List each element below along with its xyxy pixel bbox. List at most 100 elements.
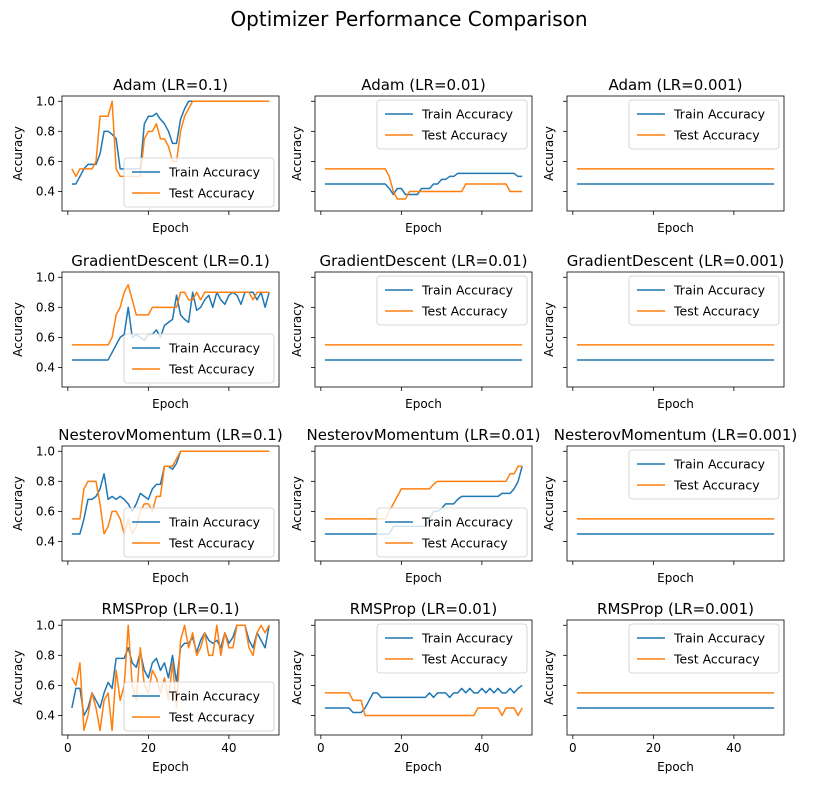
series-line-test <box>324 465 523 520</box>
subplot-title: NesterovMomentum (LR=0.1) <box>58 426 282 444</box>
subplot-title: GradientDescent (LR=0.01) <box>320 252 528 270</box>
y-tick-label: 0.8 <box>36 300 55 314</box>
plot-frame <box>566 445 785 562</box>
subplot-5: GradientDescent (LR=0.001) Epoch Accuracy T… <box>542 252 785 411</box>
legend-box <box>123 681 275 732</box>
legend-box <box>628 99 780 150</box>
series-line-train <box>324 172 523 196</box>
legend: Train Accuracy Test Accuracy <box>123 333 275 384</box>
series-line-test <box>324 168 523 200</box>
legend-label: Test Accuracy <box>168 362 255 377</box>
subplot-grid: Adam (LR=0.1) 0.4 0.6 0.8 1.0 Epoch Accuracy Tr… <box>11 76 797 774</box>
legend-label: Train Accuracy <box>673 107 766 122</box>
subplot-title: Adam (LR=0.1) <box>113 76 228 94</box>
series-line-test <box>71 450 270 535</box>
y-tick-label: 1.0 <box>36 618 55 632</box>
plot-frame <box>314 445 533 562</box>
subplot-11: RMSProp (LR=0.001) 0 20 40 Epoch Accuracy Trai… <box>542 600 785 774</box>
legend: Train Accuracy Test Accuracy <box>628 99 780 150</box>
y-tick-label: 0.8 <box>36 474 55 488</box>
legend: Train Accuracy Test Accuracy <box>628 275 780 326</box>
x-axis-label: Epoch <box>405 571 442 585</box>
y-axis-label: Accuracy <box>11 650 25 705</box>
legend: Train Accuracy Test Accuracy <box>376 99 528 150</box>
legend-label: Test Accuracy <box>168 186 255 201</box>
plot-frame <box>566 95 785 212</box>
subplot-title: Adam (LR=0.01) <box>361 76 486 94</box>
y-axis-label: Accuracy <box>542 476 556 531</box>
subplot-title: GradientDescent (LR=0.001) <box>567 252 785 270</box>
legend-label: Train Accuracy <box>673 457 766 472</box>
series-line-test <box>71 284 270 346</box>
subplot-6: NesterovMomentum (LR=0.1) 0.4 0.6 0.8 1.0 Epo… <box>11 426 283 585</box>
series-line-test <box>71 100 270 178</box>
legend-box <box>628 449 780 500</box>
plot-frame <box>314 619 533 736</box>
x-axis-label: Epoch <box>152 760 189 774</box>
y-tick-label: 0.6 <box>36 330 55 344</box>
legend: Train Accuracy Test Accuracy <box>628 449 780 500</box>
subplot-title: NesterovMomentum (LR=0.001) <box>554 426 798 444</box>
y-axis-label: Accuracy <box>11 476 25 531</box>
x-axis-label: Epoch <box>405 760 442 774</box>
legend-label: Train Accuracy <box>168 165 261 180</box>
legend-label: Train Accuracy <box>168 515 261 530</box>
series-group <box>576 518 775 535</box>
plot-frame <box>314 271 533 388</box>
plot-frame <box>61 445 280 562</box>
subplot-title: Adam (LR=0.001) <box>608 76 742 94</box>
legend-label: Test Accuracy <box>421 652 508 667</box>
figure-suptitle: Optimizer Performance Comparison <box>230 7 587 31</box>
series-group <box>324 168 523 200</box>
subplot-0: Adam (LR=0.1) 0.4 0.6 0.8 1.0 Epoch Accuracy Tr… <box>11 76 280 235</box>
legend-box <box>376 507 528 558</box>
legend-label: Test Accuracy <box>673 652 760 667</box>
y-axis-label: Accuracy <box>542 650 556 705</box>
x-axis-label: Epoch <box>152 571 189 585</box>
y-tick-label: 1.0 <box>36 444 55 458</box>
plot-frame <box>566 619 785 736</box>
legend-box <box>123 507 275 558</box>
legend-label: Test Accuracy <box>673 128 760 143</box>
subplot-title: NesterovMomentum (LR=0.01) <box>307 426 541 444</box>
subplot-4: GradientDescent (LR=0.01) Epoch Accuracy Tr… <box>290 252 533 411</box>
legend-label: Train Accuracy <box>673 631 766 646</box>
y-axis-label: Accuracy <box>290 476 304 531</box>
plot-frame <box>61 619 280 736</box>
legend-box <box>123 333 275 384</box>
x-axis-label: Epoch <box>657 397 694 411</box>
y-tick-label: 0.4 <box>36 184 55 198</box>
y-axis-label: Accuracy <box>11 126 25 181</box>
subplot-8: NesterovMomentum (LR=0.001) Epoch Accuracy… <box>542 426 797 585</box>
subplot-10: RMSProp (LR=0.01) 0 20 40 Epoch Accuracy Train… <box>290 600 533 774</box>
subplot-3: GradientDescent (LR=0.1) 0.4 0.6 0.8 1.0 Epoc… <box>11 252 280 411</box>
x-axis-label: Epoch <box>657 221 694 235</box>
series-line-test <box>324 692 523 717</box>
series-group <box>576 692 775 709</box>
legend-label: Train Accuracy <box>168 689 261 704</box>
legend-label: Train Accuracy <box>421 283 514 298</box>
x-tick-label: 0 <box>569 741 577 755</box>
legend-box <box>628 275 780 326</box>
series-line-train <box>324 684 523 714</box>
x-tick-label: 40 <box>221 741 236 755</box>
legend: Train Accuracy Test Accuracy <box>376 507 528 558</box>
legend-label: Train Accuracy <box>673 283 766 298</box>
x-axis-label: Epoch <box>405 397 442 411</box>
legend-label: Test Accuracy <box>673 478 760 493</box>
x-tick-label: 40 <box>474 741 489 755</box>
series-group <box>71 100 270 185</box>
legend: Train Accuracy Test Accuracy <box>123 507 275 558</box>
series-group <box>324 344 523 361</box>
series-group <box>71 284 270 361</box>
legend: Train Accuracy Test Accuracy <box>376 623 528 674</box>
legend-label: Train Accuracy <box>168 341 261 356</box>
series-group <box>576 168 775 185</box>
subplot-9: RMSProp (LR=0.1) 0.4 0.6 0.8 1.0 0 20 40 Epoch Ac… <box>11 600 280 774</box>
y-tick-label: 1.0 <box>36 94 55 108</box>
legend-label: Test Accuracy <box>421 128 508 143</box>
legend: Train Accuracy Test Accuracy <box>376 275 528 326</box>
x-axis-label: Epoch <box>657 760 694 774</box>
y-tick-label: 0.6 <box>36 678 55 692</box>
